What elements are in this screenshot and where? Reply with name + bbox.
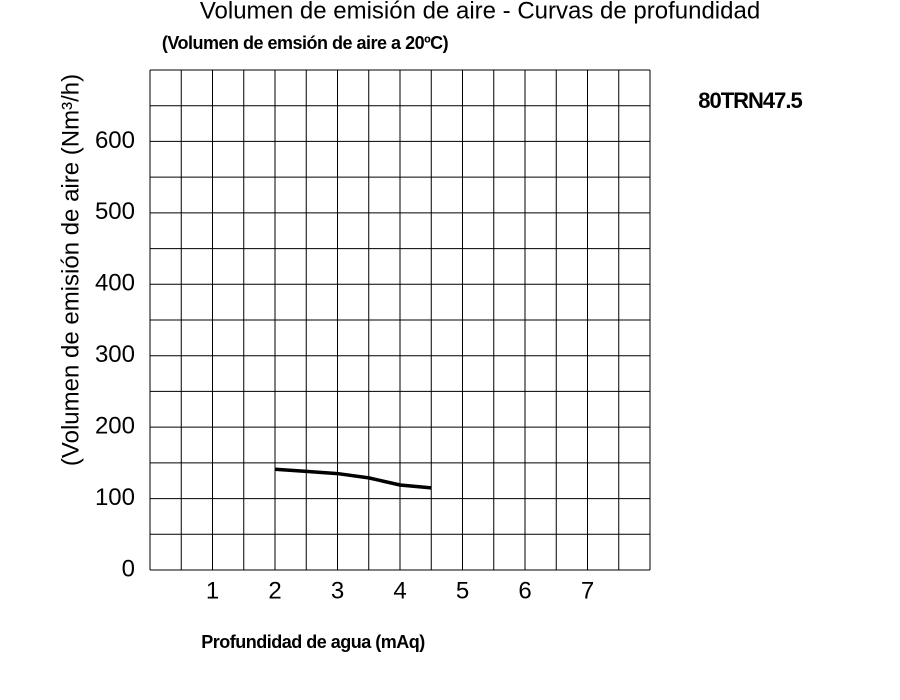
x-tick-label: 4	[393, 577, 406, 604]
y-tick-label: 0	[122, 555, 135, 582]
y-tick-label: 300	[95, 341, 135, 368]
y-tick-label: 100	[95, 484, 135, 511]
chart-title: Volumen de emisión de aire - Curvas de p…	[200, 0, 760, 24]
x-tick-label: 6	[518, 577, 531, 604]
y-tick-label: 400	[95, 270, 135, 297]
y-axis-label: (Volumen de emisión de aire (Nm³/h)	[57, 74, 84, 466]
x-tick-label: 7	[581, 577, 594, 604]
x-tick-label: 2	[268, 577, 281, 604]
x-tick-label: 3	[331, 577, 344, 604]
y-tick-label: 500	[95, 198, 135, 225]
x-axis-label: Profundidad de agua (mAq)	[201, 632, 425, 652]
y-tick-label: 200	[95, 412, 135, 439]
x-tick-label: 5	[456, 577, 469, 604]
x-tick-label: 1	[206, 577, 219, 604]
chart-subtitle: (Volumen de emsión de aire a 20ºC)	[162, 33, 449, 53]
line	[274, 467, 432, 490]
y-tick-label: 600	[95, 127, 135, 154]
annotation: 80TRN47.5	[698, 88, 802, 113]
